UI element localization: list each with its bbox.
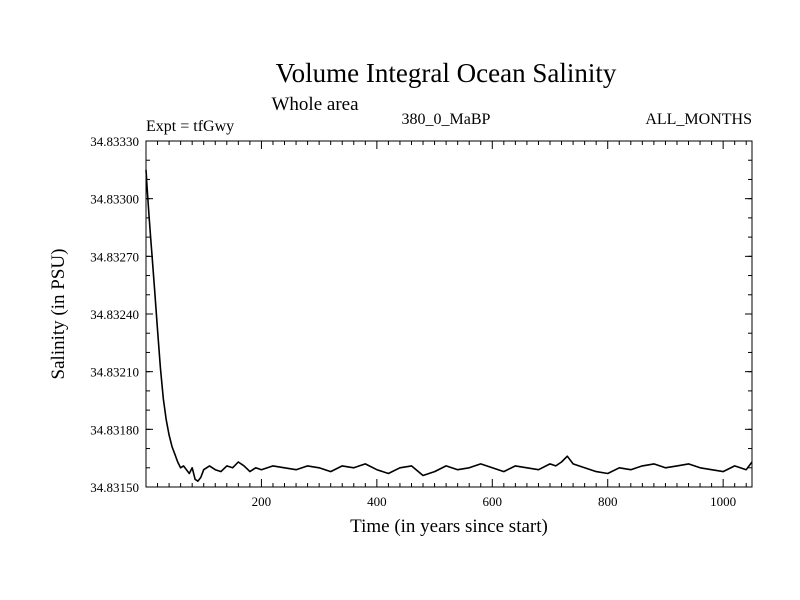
x-tick-label: 800: [598, 494, 618, 509]
y-axis-ticks: 34.83150 34.83180 34.83210 34.83240 34.83270…: [90, 134, 752, 495]
y-tick-label: 34.83270: [90, 249, 139, 264]
y-tick-label: 34.83240: [90, 307, 139, 322]
y-tick-label: 34.83210: [90, 365, 139, 380]
x-tick-label: 600: [483, 494, 503, 509]
x-axis-ticks: 200 400 600 800 1000: [252, 141, 736, 509]
x-tick-label: 1000: [710, 494, 736, 509]
y-tick-label: 34.83330: [90, 134, 139, 149]
x-tick-label: 200: [252, 494, 272, 509]
y-tick-label: 34.83180: [90, 422, 139, 437]
y-axis-label: Salinity (in PSU): [48, 249, 69, 380]
x-tick-label: 400: [367, 494, 387, 509]
minor-ticks: [146, 140, 752, 488]
experiment-label: Expt = tfGwy: [146, 118, 234, 135]
chart-title: Volume Integral Ocean Salinity: [276, 58, 617, 88]
salinity-series-line: [145, 169, 753, 482]
x-axis-label: Time (in years since start): [350, 516, 548, 537]
y-tick-label: 34.83150: [90, 480, 139, 495]
y-tick-label: 34.83300: [90, 192, 139, 207]
plot-frame: [145, 140, 753, 488]
chart-subtitle: Whole area: [271, 94, 359, 115]
months-label: ALL_MONTHS: [645, 111, 752, 128]
run-label: 380_0_MaBP: [402, 111, 491, 128]
